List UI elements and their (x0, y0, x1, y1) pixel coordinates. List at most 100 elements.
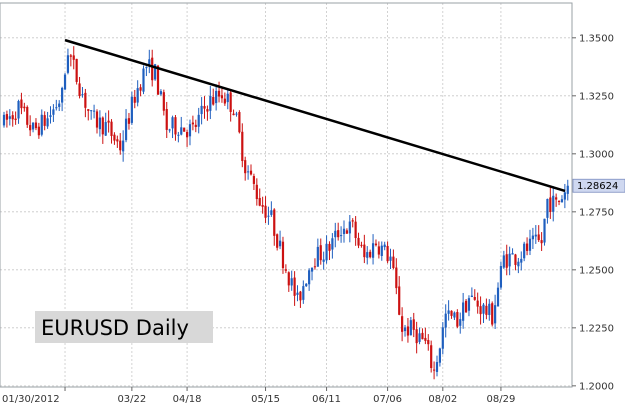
candle-body (122, 140, 125, 152)
candle-body (229, 92, 232, 112)
candle-body (308, 270, 311, 285)
candle-body (116, 139, 119, 142)
candle-body (290, 278, 293, 286)
candle-body (464, 300, 468, 313)
candle-body (566, 185, 569, 194)
candle-body (142, 68, 145, 92)
candle-body (78, 83, 81, 97)
candle-body (194, 124, 197, 127)
candle-body (215, 90, 218, 104)
candle-body (450, 310, 453, 316)
candle-body (293, 277, 296, 296)
candle-body (278, 240, 282, 247)
candle-body (130, 96, 133, 123)
y-tick-label: 1.2750 (579, 207, 614, 218)
candle-body (389, 256, 392, 261)
candle-body (438, 348, 441, 363)
candle-body (63, 74, 67, 90)
candle-body (328, 243, 331, 251)
candle-body (241, 131, 244, 162)
candle-body (432, 369, 436, 371)
candle-body (14, 118, 17, 120)
candle-body (247, 171, 250, 173)
candle-body (502, 255, 505, 268)
y-tick-label: 1.3500 (579, 33, 614, 44)
candle-body (342, 228, 346, 235)
candle-body (531, 235, 534, 240)
candle-body (212, 96, 215, 105)
candle-body (52, 109, 55, 115)
candle-body (11, 115, 14, 120)
candle-body (168, 129, 171, 131)
candle-body (133, 96, 136, 103)
candle-body (520, 258, 523, 263)
candle-body (337, 230, 340, 238)
candle-body (110, 121, 113, 137)
y-tick-label: 1.2500 (579, 265, 614, 276)
candle-body (203, 106, 206, 109)
candle-body (226, 93, 229, 103)
candle-body (398, 286, 401, 315)
candle-body (334, 230, 337, 238)
candle-body (299, 291, 302, 301)
candle-body (72, 55, 75, 60)
x-tick-label: 08/29 (487, 394, 516, 405)
candle-body (244, 160, 247, 174)
candle-body (319, 245, 322, 261)
candle-body (383, 244, 386, 248)
candle-body (403, 327, 407, 332)
candle-body (557, 200, 561, 202)
candle-body (284, 269, 287, 271)
candle-body (494, 305, 497, 324)
candle-body (95, 111, 99, 128)
x-tick-label: 05/15 (251, 394, 280, 405)
y-tick-label: 1.3000 (579, 149, 614, 160)
candle-body (61, 87, 64, 103)
x-tick-label: 03/22 (117, 394, 146, 405)
candle-body (488, 303, 491, 315)
candle-body (264, 205, 267, 218)
candle-body (401, 316, 404, 332)
candle-body (23, 106, 26, 109)
candle-body (331, 238, 334, 250)
candle-body (220, 95, 224, 99)
candle-body (540, 240, 543, 244)
candle-body (357, 237, 360, 246)
candle-body (107, 120, 110, 123)
candle-body (441, 327, 444, 349)
chart-title-background (35, 311, 213, 343)
candle-body (37, 126, 40, 136)
candle-body (360, 244, 363, 246)
candle-body (261, 204, 264, 207)
candle-body (66, 55, 70, 73)
candle-body (395, 267, 398, 289)
candle-body (273, 209, 276, 236)
candle-body (90, 110, 93, 112)
candle-body (473, 296, 476, 300)
candle-body (363, 244, 366, 258)
candle-body (374, 243, 378, 246)
candle-body (345, 230, 349, 234)
candle-body (418, 333, 421, 342)
candle-body (174, 117, 177, 135)
candle-body (206, 109, 209, 112)
x-tick-label: 01/30/2012 (2, 394, 60, 405)
y-tick-label: 1.3250 (579, 91, 614, 102)
candle-body (369, 251, 372, 258)
candle-body (165, 108, 168, 130)
candle-body (8, 116, 11, 119)
candle-body (415, 329, 418, 344)
candle-body (177, 134, 180, 136)
candle-body (316, 246, 319, 267)
candle-body (543, 218, 546, 243)
candle-body (339, 235, 343, 237)
candle-body (217, 90, 221, 97)
candle-body (523, 243, 526, 259)
candle-body (127, 118, 131, 124)
candle-body (302, 286, 305, 300)
candle-body (98, 117, 101, 130)
candle-body (453, 312, 456, 318)
candle-body (258, 197, 261, 206)
candle-body (29, 125, 32, 131)
